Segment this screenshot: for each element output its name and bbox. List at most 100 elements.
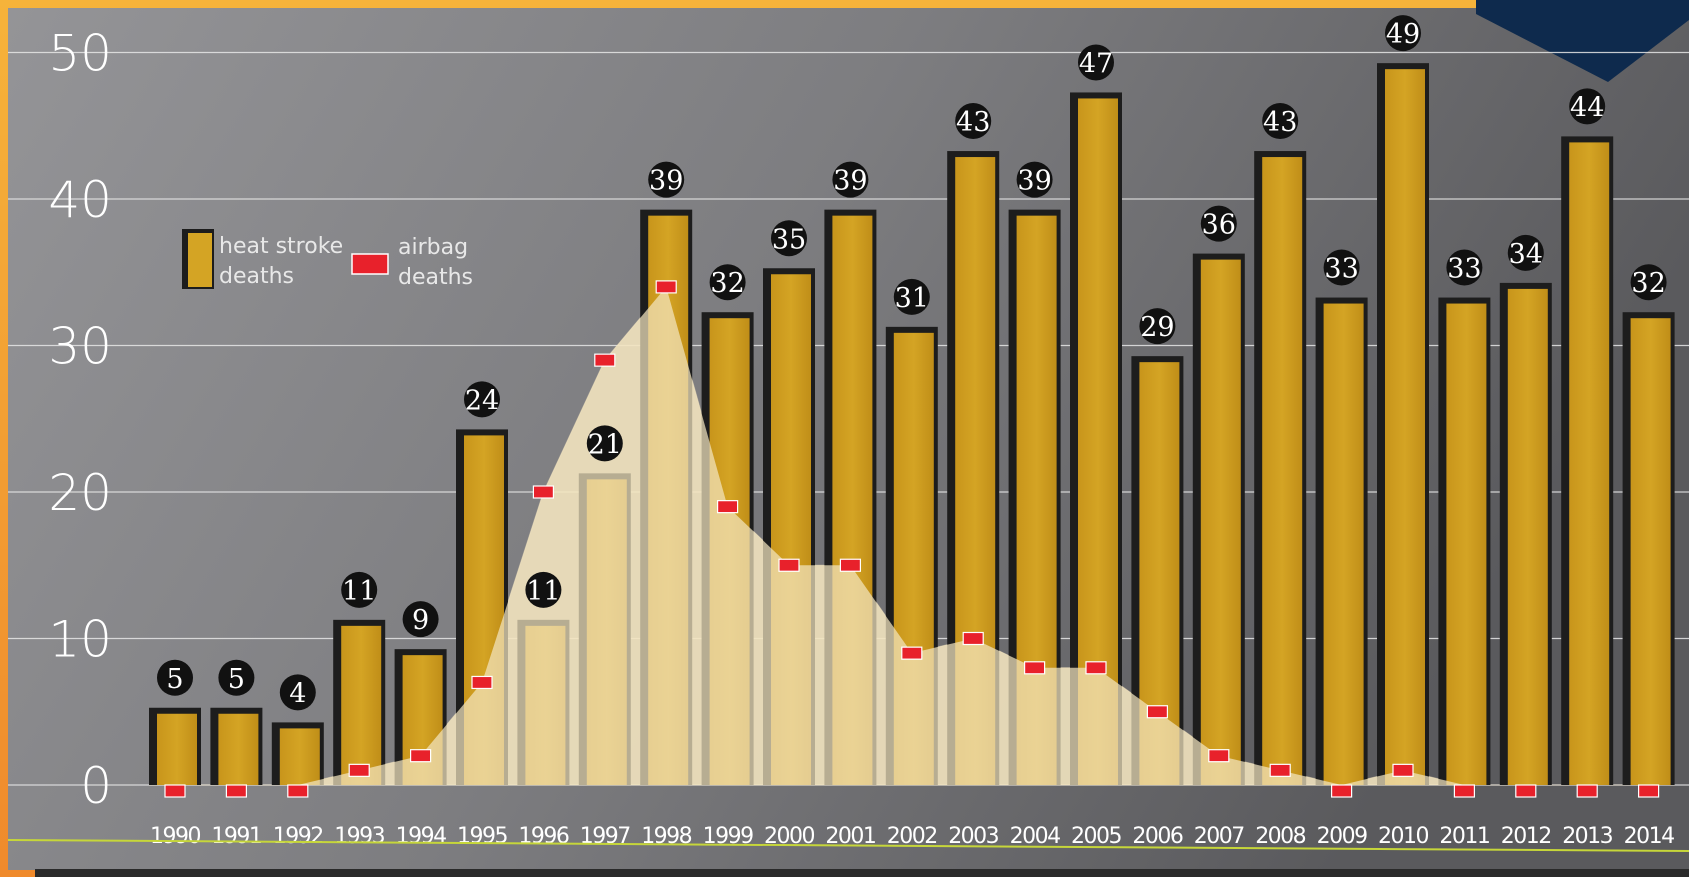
bar-2009 <box>1315 297 1368 785</box>
bar-2014 <box>1622 312 1675 785</box>
value-label-circle <box>1078 44 1114 81</box>
value-label-2014: 32 <box>1630 264 1667 301</box>
value-label-2007: 36 <box>1200 205 1237 242</box>
value-label-1995: 24 <box>464 381 500 418</box>
x-tick-label-1997: 1997 <box>580 824 630 849</box>
value-label-2011: 33 <box>1446 249 1483 286</box>
value-label-text: 44 <box>1570 92 1604 123</box>
value-label-text: 47 <box>1079 48 1113 79</box>
x-tick-label-2011: 2011 <box>1439 824 1489 849</box>
x-tick-label-1994: 1994 <box>396 824 446 849</box>
bar-2012 <box>1499 282 1552 785</box>
value-label-circle <box>832 161 869 198</box>
value-label-2012: 34 <box>1507 234 1544 271</box>
airbag-marker-2001 <box>839 558 862 572</box>
value-label-2009: 33 <box>1323 249 1360 286</box>
value-label-2006: 29 <box>1139 308 1176 345</box>
airbag-marker-2014 <box>1637 784 1660 798</box>
legend-heat-swatch <box>188 233 212 287</box>
bar-face <box>1200 259 1241 786</box>
y-axis-ticks: 0 10 20 30 40 50 <box>48 25 112 816</box>
x-tick-label-2010: 2010 <box>1378 824 1428 849</box>
legend: heat stroke deaths airbag deaths <box>182 229 473 290</box>
bar-face <box>1446 303 1487 785</box>
x-tick-label-1991: 1991 <box>211 824 261 849</box>
value-label-text: 35 <box>772 224 806 255</box>
y-tick-label: 0 <box>80 757 112 815</box>
airbag-marker-1994 <box>410 749 432 763</box>
bar-face <box>1630 318 1671 785</box>
value-label-circle <box>1323 249 1360 286</box>
bar-1992 <box>271 722 324 785</box>
airbag-marker-2000 <box>778 558 800 572</box>
value-label-text: 49 <box>1386 19 1420 50</box>
x-tick-label-1993: 1993 <box>334 824 384 849</box>
x-tick-label-1995: 1995 <box>457 824 507 849</box>
value-label-circle <box>893 278 930 315</box>
value-label-2005: 47 <box>1078 44 1114 81</box>
value-label-text: 43 <box>1263 107 1297 138</box>
bar-face <box>1262 157 1303 786</box>
value-label-1992: 4 <box>279 674 316 711</box>
value-label-2013: 44 <box>1569 88 1606 125</box>
airbag-marker-2004 <box>1023 661 1046 675</box>
value-label-2008: 43 <box>1262 103 1299 140</box>
value-label-1994: 9 <box>402 601 439 638</box>
airbag-marker-1997 <box>594 353 616 367</box>
airbag-marker-1996 <box>532 485 555 499</box>
value-label-text: 39 <box>649 166 683 197</box>
x-tick-label-2006: 2006 <box>1132 824 1182 849</box>
x-tick-label-2009: 2009 <box>1317 824 1367 849</box>
y-tick-label: 20 <box>48 464 112 522</box>
value-label-circle <box>525 571 562 608</box>
value-label-text: 5 <box>166 664 183 695</box>
airbag-marker-2006 <box>1146 705 1169 719</box>
value-label-1990: 5 <box>157 659 193 696</box>
value-label-circle <box>709 264 746 301</box>
value-label-text: 11 <box>526 576 560 607</box>
airbag-marker-2005 <box>1085 661 1107 675</box>
value-label-2002: 31 <box>893 278 930 315</box>
value-label-1996: 11 <box>525 571 562 608</box>
value-label-circle <box>1139 308 1176 345</box>
value-label-1999: 32 <box>709 264 746 301</box>
x-tick-label-2012: 2012 <box>1501 824 1551 849</box>
value-label-text: 33 <box>1324 254 1358 285</box>
airbag-marker-1990 <box>164 784 186 798</box>
value-label-text: 31 <box>895 283 929 314</box>
airbag-markers <box>164 280 1660 798</box>
value-label-circle <box>1385 15 1421 52</box>
bar-2010 <box>1377 63 1429 785</box>
bar-2013 <box>1561 136 1614 785</box>
airbag-marker-2010 <box>1392 763 1414 777</box>
airbag-marker-1999 <box>716 500 739 514</box>
value-label-2001: 39 <box>832 161 869 198</box>
legend-airbag-label-line1: airbag <box>398 235 468 260</box>
bar-face <box>279 728 320 785</box>
value-label-1997: 21 <box>586 425 623 462</box>
value-label-text: 39 <box>1017 166 1051 197</box>
value-label-text: 39 <box>833 166 867 197</box>
value-label-circle <box>586 425 623 462</box>
value-label-1991: 5 <box>218 659 255 696</box>
x-tick-label-1996: 1996 <box>518 824 568 849</box>
bar-face <box>1385 69 1425 785</box>
airbag-marker-2011 <box>1453 784 1476 798</box>
value-label-text: 43 <box>956 107 990 138</box>
heat-stroke-bars <box>149 63 1675 786</box>
x-tick-label-2013: 2013 <box>1562 824 1612 849</box>
airbag-marker-2003 <box>962 631 984 646</box>
bar-face <box>157 713 197 785</box>
x-tick-label-1990: 1990 <box>150 824 200 849</box>
legend-heat-label-line1: heat stroke <box>219 234 343 259</box>
value-label-text: 5 <box>228 664 245 695</box>
value-label-circle <box>157 659 193 696</box>
value-label-circle <box>341 571 378 608</box>
value-label-text: 32 <box>710 268 744 299</box>
value-label-circle <box>648 161 685 198</box>
value-label-text: 4 <box>289 678 306 709</box>
bar-face <box>218 713 259 785</box>
bar-face <box>1323 303 1364 785</box>
value-label-circle <box>1016 161 1053 198</box>
